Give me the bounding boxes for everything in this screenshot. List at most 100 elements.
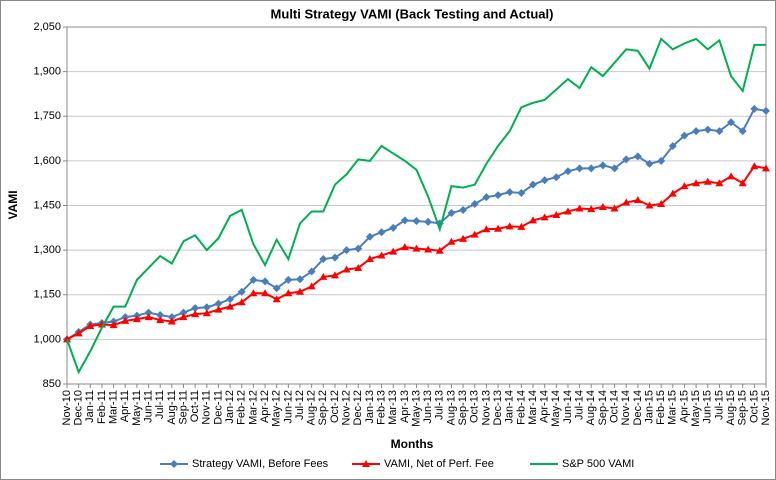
legend-label: S&P 500 VAMI — [562, 458, 634, 470]
point — [459, 205, 468, 214]
point — [284, 275, 293, 284]
point — [319, 272, 328, 280]
point — [470, 230, 479, 238]
y-tick-label: 1,900 — [33, 66, 61, 78]
point — [319, 255, 328, 264]
point — [214, 299, 223, 308]
point — [657, 156, 666, 165]
point — [296, 287, 304, 295]
y-tick-label: 1,150 — [33, 289, 61, 301]
point — [645, 201, 654, 209]
y-tick-label: 2,050 — [33, 21, 61, 33]
x-tick-label: Aug-12 — [306, 390, 318, 425]
point — [400, 243, 409, 251]
point — [680, 182, 689, 190]
point — [249, 289, 258, 297]
x-tick-label: Mar-12 — [247, 390, 259, 425]
x-tick-label: Jul-11 — [154, 390, 166, 419]
y-axis-title: VAMI — [6, 190, 20, 219]
point — [354, 244, 363, 253]
x-tick-label: Mar-13 — [387, 390, 399, 425]
x-tick-label: Sep-12 — [317, 390, 329, 425]
point — [750, 104, 759, 113]
x-tick-label: Jan-11 — [84, 390, 96, 423]
point — [470, 200, 479, 209]
point — [214, 305, 223, 313]
point — [762, 164, 770, 172]
point — [63, 335, 71, 343]
point — [575, 164, 584, 173]
point — [575, 204, 584, 212]
x-tick-label: Aug-15 — [725, 390, 737, 425]
x-tick-label: Oct-14 — [608, 390, 620, 423]
x-tick-label: Mar-11 — [108, 390, 120, 424]
x-tick-label: Oct-15 — [748, 390, 760, 423]
x-tick-label: Apr-15 — [678, 390, 690, 423]
x-tick-label: Feb-14 — [515, 390, 527, 425]
x-tick-label: Apr-14 — [539, 390, 551, 423]
point — [435, 246, 444, 254]
x-tick-label: Jun-15 — [702, 390, 714, 424]
series-line — [66, 37, 766, 375]
x-tick-label: Oct-13 — [469, 390, 481, 423]
legend-label: Strategy VAMI, Before Fees — [192, 458, 329, 470]
x-tick-label: May-13 — [410, 390, 422, 427]
point — [598, 202, 607, 210]
point — [715, 179, 724, 187]
point — [261, 277, 270, 286]
point — [237, 298, 246, 306]
point — [610, 204, 619, 212]
point — [226, 302, 235, 310]
point — [750, 162, 759, 170]
point — [447, 237, 456, 245]
x-tick-label: Jun-13 — [422, 390, 434, 424]
point — [354, 263, 363, 271]
point — [738, 179, 747, 187]
x-tick-label: May-15 — [690, 390, 702, 427]
point — [121, 316, 130, 324]
x-tick-label: Oct-11 — [189, 390, 201, 422]
point — [598, 161, 607, 170]
point — [727, 172, 736, 180]
point — [563, 207, 572, 215]
point — [668, 189, 677, 197]
x-tick-label: Sep-11 — [177, 390, 189, 425]
x-tick-label: May-11 — [131, 390, 143, 426]
point — [703, 177, 712, 185]
point — [202, 303, 211, 312]
legend-label: VAMI, Net of Perf. Fee — [384, 458, 494, 470]
point — [622, 155, 631, 164]
x-tick-label: Jan-14 — [504, 390, 516, 424]
point — [342, 246, 351, 255]
x-tick-label: Sep-15 — [737, 390, 749, 425]
x-tick-label: Nov-14 — [620, 390, 632, 425]
point — [692, 127, 701, 136]
point — [86, 321, 95, 329]
point — [482, 225, 491, 233]
x-tick-label: Nov-15 — [760, 390, 772, 425]
x-tick-label: Jul-12 — [294, 390, 306, 420]
x-tick-label: Apr-13 — [399, 390, 411, 423]
x-tick-label: Dec-14 — [632, 390, 644, 425]
x-tick-label: Jun-12 — [282, 390, 294, 424]
point — [377, 251, 386, 259]
point — [715, 127, 724, 136]
legend-marker — [362, 460, 370, 467]
point — [167, 317, 176, 325]
point — [109, 321, 118, 329]
point — [482, 193, 491, 202]
point — [424, 217, 433, 226]
x-tick-label: Dec-11 — [212, 390, 224, 425]
point — [284, 289, 293, 297]
point — [494, 224, 503, 232]
x-tick-label: Apr-11 — [119, 390, 131, 422]
y-tick-label: 1,450 — [33, 199, 61, 211]
point — [668, 142, 677, 150]
point — [296, 275, 304, 284]
point — [540, 176, 549, 185]
point — [517, 222, 526, 230]
point — [494, 191, 503, 200]
point — [249, 275, 258, 284]
x-tick-label: May-12 — [271, 390, 283, 427]
